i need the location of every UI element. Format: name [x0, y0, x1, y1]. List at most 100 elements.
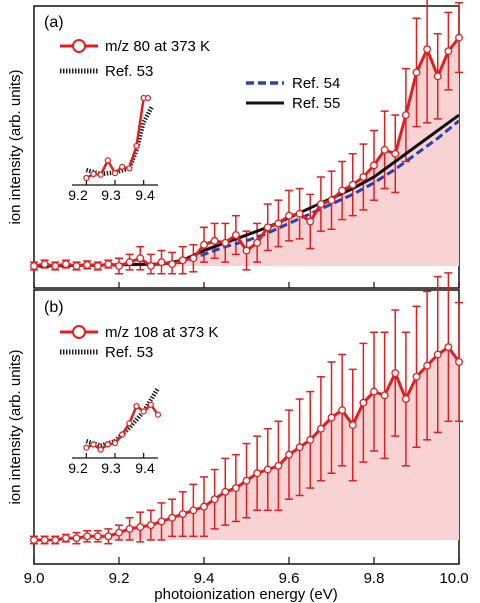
inset-data-point	[144, 94, 152, 102]
inset-data-point	[83, 174, 90, 182]
data-point	[433, 72, 442, 81]
panel-a: (a) m/z 80 at 373 K Ref. 53 Ref. 54 Ref.…	[30, 0, 463, 289]
data-point	[391, 369, 400, 378]
data-point	[40, 260, 49, 269]
data-point	[61, 534, 70, 543]
data-point	[359, 398, 368, 407]
series-fill-area	[34, 347, 459, 540]
data-point	[93, 262, 102, 270]
data-point	[455, 33, 463, 42]
data-point	[51, 262, 60, 270]
data-point	[72, 262, 81, 270]
data-point	[40, 536, 49, 544]
data-point	[370, 387, 378, 396]
data-point	[30, 536, 38, 544]
data-point	[210, 236, 219, 245]
y-axis-title-a: ion intensity (arb. units)	[7, 69, 24, 224]
data-point	[423, 361, 432, 370]
inset-b-tick-label: 9.2	[68, 460, 88, 476]
data-point	[83, 260, 92, 269]
data-point	[253, 238, 262, 247]
data-point	[231, 231, 240, 239]
inset-data-point	[119, 431, 126, 438]
data-point	[146, 521, 155, 530]
inset-data-point	[133, 142, 140, 150]
x-tick-label: 9.6	[279, 570, 300, 587]
panel-b-label: (b)	[44, 299, 64, 316]
data-point	[189, 254, 198, 263]
inset-data-point	[90, 170, 97, 178]
data-point	[348, 180, 357, 189]
inset-data-point	[147, 401, 154, 408]
data-point	[380, 145, 389, 154]
data-point	[178, 256, 187, 265]
inset-data-point	[140, 408, 147, 415]
data-point	[200, 502, 208, 511]
legend-b-0-marker	[72, 325, 86, 339]
data-point	[285, 450, 293, 459]
data-point	[136, 254, 145, 263]
data-point	[433, 350, 442, 359]
inset-data-point	[133, 403, 140, 410]
inset-data-point	[111, 170, 119, 177]
data-point	[115, 262, 123, 270]
data-point	[327, 413, 336, 422]
data-point	[338, 186, 347, 195]
panel-b-legend: m/z 108 at 373 K Ref. 53	[60, 324, 218, 361]
data-point	[104, 532, 113, 541]
data-point	[178, 510, 187, 518]
data-point	[168, 260, 177, 269]
panel-a-label: (a)	[44, 14, 64, 31]
data-point	[455, 357, 463, 366]
inset-data-point	[126, 420, 133, 427]
data-point	[61, 260, 70, 269]
inset-b-tick-label: 9.3	[101, 460, 121, 476]
inset-data-point	[97, 446, 104, 453]
inset-series-line	[85, 402, 160, 452]
data-point	[104, 260, 113, 269]
inset-data-point	[83, 444, 90, 451]
x-tick-label: 9.4	[194, 570, 215, 587]
data-point	[412, 372, 421, 381]
data-point	[401, 111, 410, 119]
inset-reference-curve	[85, 104, 155, 177]
inset-data-point	[104, 157, 111, 164]
panel-b-inset: 9.2 9.3 9.4	[68, 387, 162, 476]
inset-data-point	[90, 441, 97, 448]
data-point	[157, 517, 166, 526]
panel-b: (b) m/z 108 at 373 K Ref. 53 9.2 9.3 9.4	[30, 272, 463, 565]
data-point	[136, 523, 145, 531]
data-point	[263, 223, 272, 232]
data-point	[327, 196, 336, 205]
data-point	[306, 217, 315, 226]
data-point	[391, 149, 400, 158]
data-point	[210, 495, 219, 504]
legend-a-0-text: m/z 80 at 373 K	[105, 38, 210, 55]
data-point	[274, 219, 283, 228]
inset-b-tick-label: 9.4	[135, 460, 155, 476]
data-point	[125, 258, 134, 267]
data-point	[125, 524, 134, 533]
data-point	[221, 238, 230, 247]
data-point	[157, 258, 166, 267]
data-point	[295, 443, 304, 452]
x-tick-label: 10.0	[439, 570, 468, 587]
inset-data-point	[126, 165, 133, 172]
data-point	[242, 246, 251, 255]
inset-a-tick-label: 9.4	[135, 187, 155, 203]
data-point	[242, 476, 251, 485]
x-axis-title: photoionization energy (eV)	[154, 586, 337, 603]
data-point	[285, 211, 293, 220]
data-point	[295, 209, 304, 218]
inset-series-line	[85, 96, 148, 180]
data-point	[370, 161, 378, 170]
legend-a-0-marker	[72, 39, 86, 53]
data-point	[30, 262, 38, 270]
panel-a-legend: m/z 80 at 373 K Ref. 53 Ref. 54 Ref. 55	[60, 38, 340, 112]
x-tick-label: 9.2	[109, 570, 130, 587]
inset-a-tick-label: 9.2	[68, 187, 88, 203]
inset-data-point	[97, 171, 104, 178]
data-point	[146, 262, 155, 270]
data-point	[412, 68, 421, 77]
